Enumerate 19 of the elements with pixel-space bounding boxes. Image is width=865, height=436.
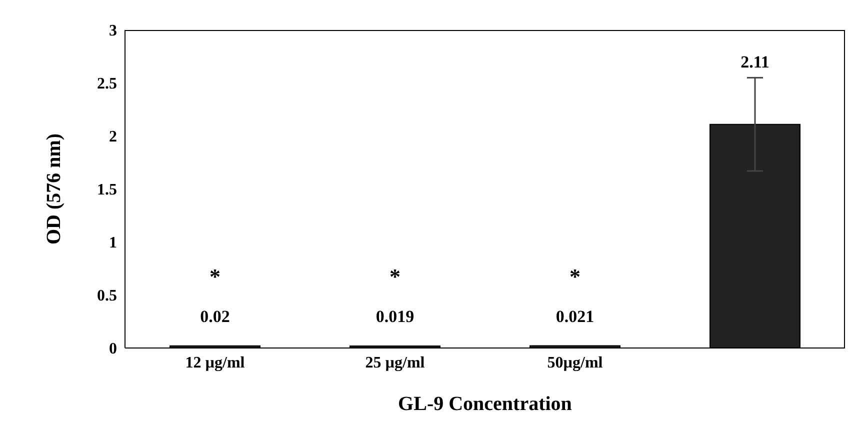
y-axis-title: OD (576 nm) xyxy=(43,133,66,245)
annotation: * xyxy=(390,264,400,289)
y-tick-label: 1 xyxy=(109,234,117,252)
data-label: 0.019 xyxy=(376,306,414,326)
x-axis-title: GL-9 Concentration xyxy=(398,393,572,416)
x-tick-label: 50µg/ml xyxy=(547,354,604,372)
x-tick-label: 25 µg/ml xyxy=(365,354,426,372)
y-tick-label: 2.5 xyxy=(97,76,117,93)
data-label: 0.021 xyxy=(556,306,594,326)
x-tick-label: 12 µg/ml xyxy=(185,354,246,372)
y-tick-label: 1.5 xyxy=(97,182,117,199)
y-tick-label: 3 xyxy=(109,22,117,40)
data-label: 0.02 xyxy=(200,306,230,326)
data-label: 2.11 xyxy=(740,52,770,72)
annotation: * xyxy=(210,264,220,289)
y-tick-label: 0 xyxy=(109,340,117,358)
y-tick-label: 0.5 xyxy=(97,288,117,305)
annotation: * xyxy=(570,264,580,289)
y-tick-label: 2 xyxy=(109,128,117,146)
